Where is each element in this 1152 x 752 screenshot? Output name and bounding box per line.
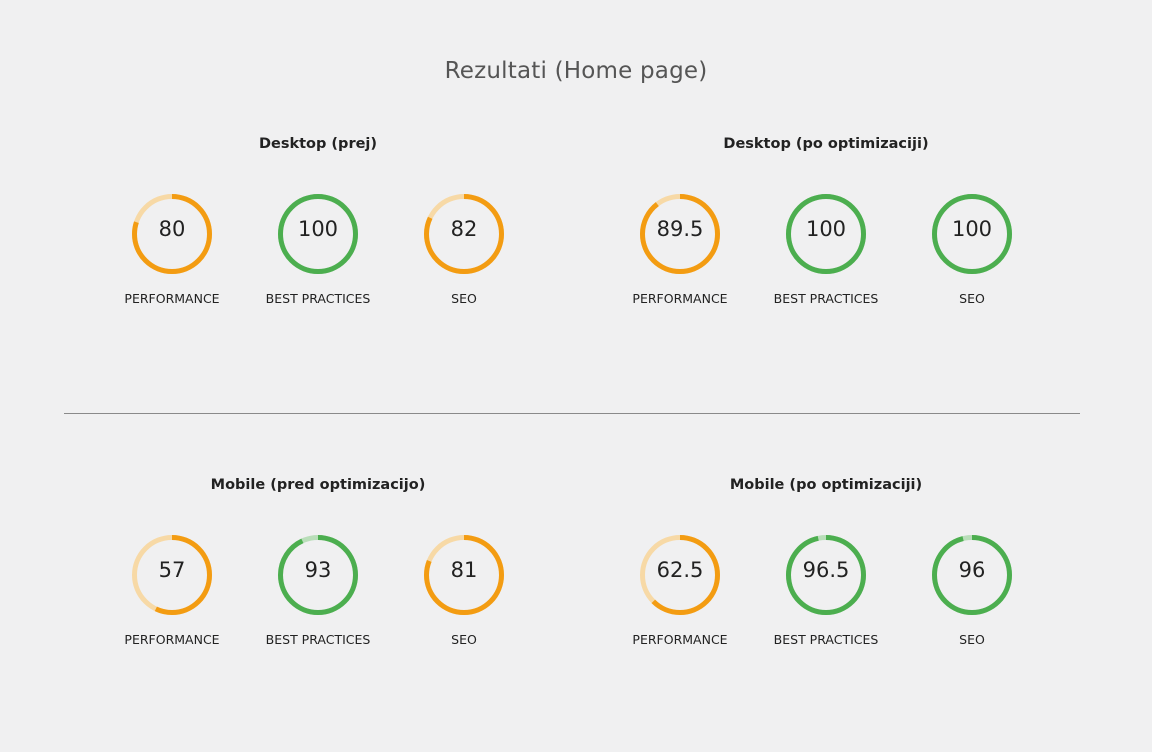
gauge-value: 80 [158,217,186,241]
gauge-ring [424,535,504,615]
gauge-ring [132,535,212,615]
section-divider [64,413,1080,414]
gauge-value: 81 [450,558,478,582]
gauge-arc [640,194,720,274]
gauge-label: SEO [451,632,477,647]
gauge-label: BEST PRACTICES [265,291,371,306]
gauge-label: BEST PRACTICES [265,632,371,647]
gauge-label: PERFORMANCE [632,632,728,647]
gauge-arc [424,194,504,274]
page-title: Rezultati (Home page) [444,58,708,84]
gauge-ring [424,194,504,274]
group-title: Desktop (po optimizaciji) [723,136,929,152]
gauge-ring [278,535,358,615]
gauge-label: SEO [959,291,985,306]
gauge-label: SEO [959,632,985,647]
gauge-value: 100 [297,217,339,241]
gauge-arc [424,535,504,615]
gauge-label: SEO [451,291,477,306]
gauge-ring [932,194,1012,274]
gauge-arc [786,194,866,274]
gauge-ring [132,194,212,274]
gauge-ring [786,535,866,615]
gauge-arc [932,535,1012,615]
gauge-arc [932,194,1012,274]
gauge-arc [786,535,866,615]
gauge-arc [132,194,212,274]
group-title: Desktop (prej) [258,136,378,152]
gauge-label: PERFORMANCE [124,291,220,306]
gauge-ring [932,535,1012,615]
gauge-label: PERFORMANCE [124,632,220,647]
gauge-ring [278,194,358,274]
gauge-value: 93 [304,558,332,582]
gauge-arc [278,535,358,615]
gauge-ring [640,535,720,615]
gauge-label: BEST PRACTICES [773,291,879,306]
gauge-value: 100 [805,217,847,241]
gauge-value: 100 [951,217,993,241]
gauge-ring [640,194,720,274]
gauge-value: 82 [450,217,478,241]
gauge-value: 96.5 [802,558,850,582]
gauge-label: BEST PRACTICES [773,632,879,647]
group-title: Mobile (po optimizaciji) [729,477,923,493]
gauge-arc [132,535,212,615]
gauge-label: PERFORMANCE [632,291,728,306]
gauge-value: 62.5 [656,558,704,582]
gauge-value: 89.5 [656,217,704,241]
gauge-arc [640,535,720,615]
gauge-ring [786,194,866,274]
gauge-arc [278,194,358,274]
group-title: Mobile (pred optimizacijo) [210,477,426,493]
gauge-value: 96 [958,558,986,582]
gauge-value: 57 [158,558,186,582]
